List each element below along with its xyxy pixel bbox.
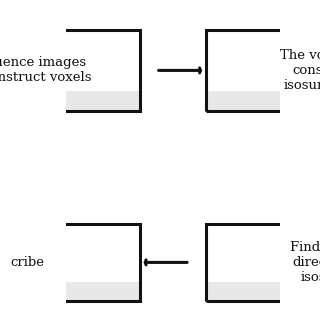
- FancyBboxPatch shape: [208, 32, 320, 114]
- FancyBboxPatch shape: [206, 30, 320, 111]
- FancyBboxPatch shape: [206, 224, 320, 282]
- Text: Sequence images
to construct voxels: Sequence images to construct voxels: [0, 56, 91, 84]
- FancyBboxPatch shape: [0, 224, 140, 282]
- Text: The voxel s
constru
isosurface: The voxel s constru isosurface: [280, 49, 320, 92]
- Text: cribe: cribe: [11, 256, 45, 269]
- FancyBboxPatch shape: [0, 227, 142, 303]
- FancyBboxPatch shape: [206, 224, 320, 301]
- FancyBboxPatch shape: [0, 32, 142, 114]
- FancyBboxPatch shape: [0, 30, 140, 91]
- FancyBboxPatch shape: [0, 224, 140, 301]
- Text: Find the
directio
isosu: Find the directio isosu: [290, 241, 320, 284]
- FancyBboxPatch shape: [0, 30, 140, 111]
- FancyBboxPatch shape: [206, 30, 320, 91]
- FancyBboxPatch shape: [208, 227, 320, 303]
